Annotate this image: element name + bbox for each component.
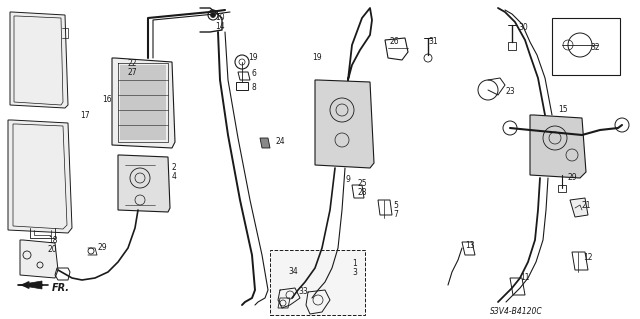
Circle shape — [211, 12, 216, 18]
Text: 2
4: 2 4 — [172, 163, 177, 181]
Text: 15: 15 — [558, 106, 568, 115]
Text: 29: 29 — [98, 243, 108, 253]
Text: 22
27: 22 27 — [128, 59, 138, 77]
Text: 5
7: 5 7 — [393, 201, 398, 219]
Bar — [270, 250, 365, 315]
Text: FR.: FR. — [52, 283, 70, 293]
Text: 19: 19 — [248, 54, 258, 63]
Polygon shape — [18, 281, 42, 289]
Text: 9: 9 — [345, 175, 350, 184]
Text: 17: 17 — [80, 110, 90, 120]
Text: 29: 29 — [568, 174, 578, 182]
Text: 18
20: 18 20 — [48, 236, 58, 254]
Text: 26: 26 — [390, 38, 399, 47]
Text: 1
3: 1 3 — [352, 259, 357, 277]
Polygon shape — [10, 12, 68, 108]
Text: 24: 24 — [275, 137, 285, 146]
Polygon shape — [118, 155, 170, 212]
Text: 6: 6 — [252, 70, 257, 78]
Text: 11: 11 — [520, 273, 529, 283]
Text: 19: 19 — [312, 54, 322, 63]
Polygon shape — [315, 80, 374, 168]
Polygon shape — [570, 198, 588, 217]
Text: S3V4-B4120C: S3V4-B4120C — [490, 308, 543, 316]
Text: 8: 8 — [252, 83, 257, 92]
Polygon shape — [112, 58, 175, 148]
Polygon shape — [8, 120, 72, 233]
Polygon shape — [120, 65, 166, 140]
Text: 30: 30 — [518, 24, 528, 33]
Text: 16: 16 — [102, 95, 111, 105]
Text: 10
14: 10 14 — [215, 13, 225, 31]
Text: 21: 21 — [582, 201, 591, 210]
Text: 25
28: 25 28 — [358, 179, 367, 197]
Text: 32: 32 — [590, 43, 600, 53]
Polygon shape — [260, 138, 270, 148]
Polygon shape — [20, 240, 58, 278]
Text: 12: 12 — [583, 254, 593, 263]
Text: 31: 31 — [428, 38, 438, 47]
Text: 33: 33 — [298, 287, 308, 296]
Text: 13: 13 — [465, 241, 475, 249]
Text: 23: 23 — [505, 87, 515, 97]
Text: 34: 34 — [288, 268, 298, 277]
Polygon shape — [530, 115, 586, 178]
